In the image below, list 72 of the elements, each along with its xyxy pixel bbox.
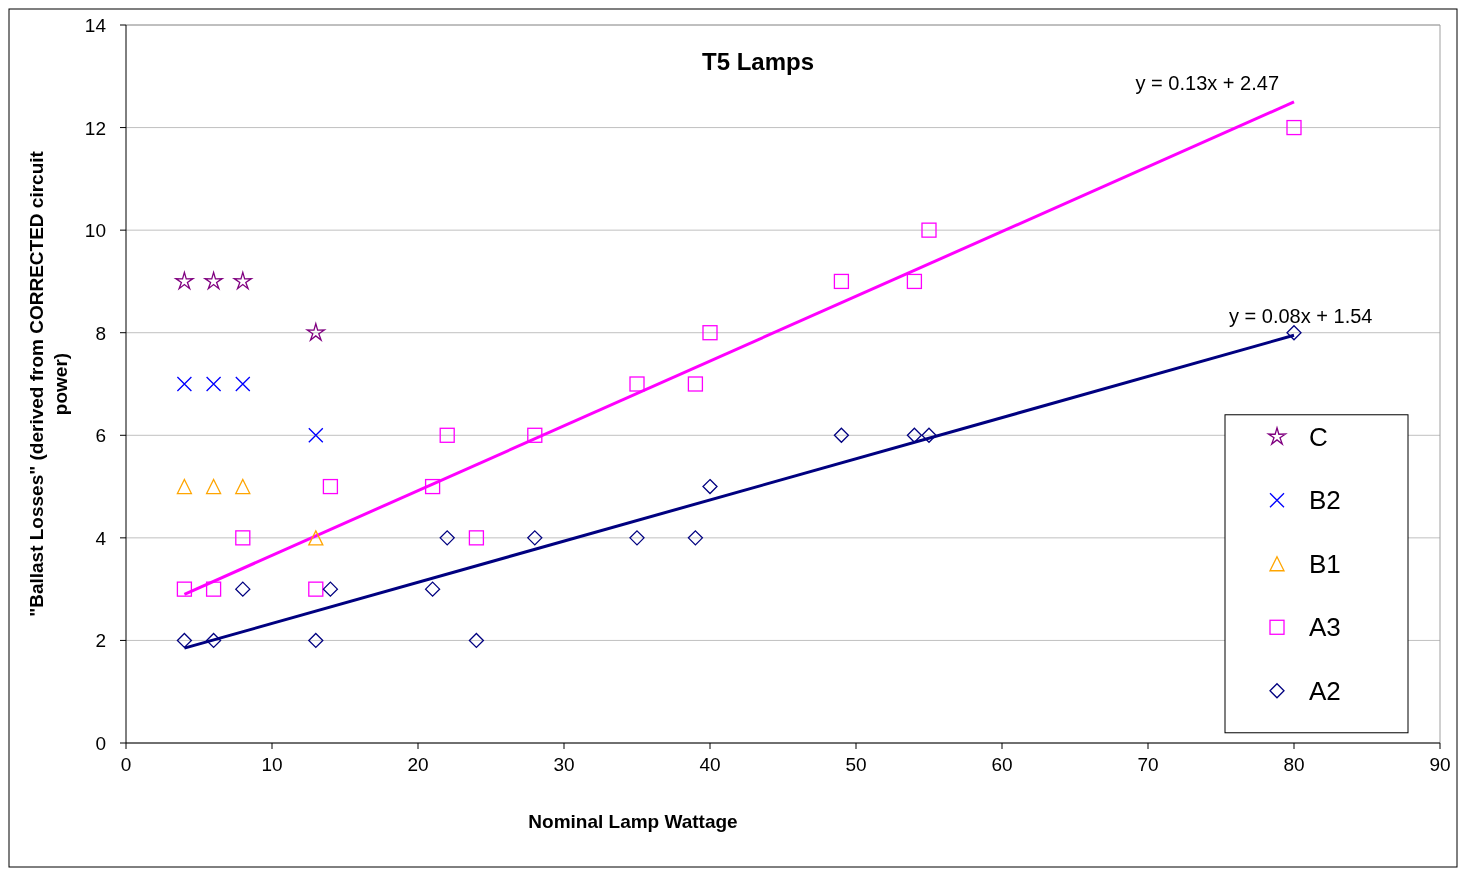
- y-tick-label: 2: [95, 630, 106, 652]
- point: [921, 222, 937, 238]
- x-axis-title: Nominal Lamp Wattage: [528, 811, 738, 832]
- point: [233, 271, 253, 290]
- point: [629, 376, 645, 392]
- point: [906, 427, 923, 443]
- point: [527, 427, 543, 443]
- point: [235, 530, 251, 546]
- y-tick-label: 4: [95, 527, 107, 549]
- point: [176, 376, 193, 392]
- x-tick-label: 30: [553, 754, 575, 775]
- legend-label: B1: [1309, 548, 1341, 579]
- point: [205, 581, 222, 597]
- point: [175, 271, 194, 290]
- annotation: y = 0.13x + 2.47: [1135, 71, 1279, 94]
- legend-label: C: [1309, 421, 1328, 452]
- y-tick-label: 8: [95, 322, 106, 344]
- point: [1286, 119, 1302, 136]
- point: [1286, 325, 1302, 341]
- annotation: y = 0.08x + 1.54: [1229, 305, 1373, 328]
- point: [322, 478, 339, 495]
- point: [687, 376, 704, 392]
- x-tick-label: 40: [699, 754, 721, 775]
- y-axis-title: "Ballast Losses" (derived from CORRECTED circuit power): [26, 150, 71, 617]
- x-tick-label: 80: [1283, 754, 1305, 775]
- y-tick-label: 14: [84, 15, 107, 36]
- y-tick-label: 12: [84, 117, 106, 139]
- point: [629, 530, 645, 546]
- point: [687, 530, 704, 546]
- point: [235, 478, 251, 495]
- x-tick-label: 70: [1137, 754, 1159, 775]
- point: [235, 581, 251, 597]
- point: [527, 530, 543, 546]
- point: [308, 530, 324, 546]
- point: [439, 427, 455, 443]
- point: [906, 273, 923, 290]
- point: [176, 632, 193, 649]
- point: [176, 581, 193, 597]
- point: [235, 376, 251, 392]
- point: [468, 632, 485, 649]
- point: [439, 530, 455, 546]
- point: [308, 581, 324, 597]
- point: [424, 478, 441, 495]
- x-tick-label: 60: [991, 754, 1013, 775]
- x-tick-label: 20: [407, 754, 429, 775]
- point: [702, 325, 718, 341]
- x-tick-label: 90: [1429, 754, 1451, 775]
- point: [205, 478, 222, 495]
- y-tick-label: 10: [84, 220, 106, 242]
- y-tick-label: 0: [95, 733, 106, 754]
- point: [702, 478, 718, 495]
- point: [833, 427, 850, 443]
- point: [308, 427, 324, 443]
- point: [306, 323, 326, 341]
- point: [308, 632, 324, 649]
- point: [204, 271, 223, 290]
- x-tick-label: 50: [845, 754, 867, 775]
- legend-label: A2: [1309, 675, 1341, 706]
- legend-label: A3: [1309, 612, 1341, 643]
- legend-label: B2: [1309, 485, 1341, 516]
- x-tick-label: 0: [120, 754, 132, 775]
- point: [921, 427, 937, 443]
- point: [468, 530, 485, 546]
- point: [205, 632, 222, 649]
- y-tick-label: 6: [95, 425, 106, 447]
- point: [176, 478, 193, 495]
- text: T5 Lamps: [701, 48, 815, 75]
- point: [205, 376, 222, 392]
- x-tick-label: 10: [261, 754, 283, 775]
- point: [424, 581, 441, 597]
- point: [322, 581, 339, 597]
- point: [833, 273, 850, 290]
